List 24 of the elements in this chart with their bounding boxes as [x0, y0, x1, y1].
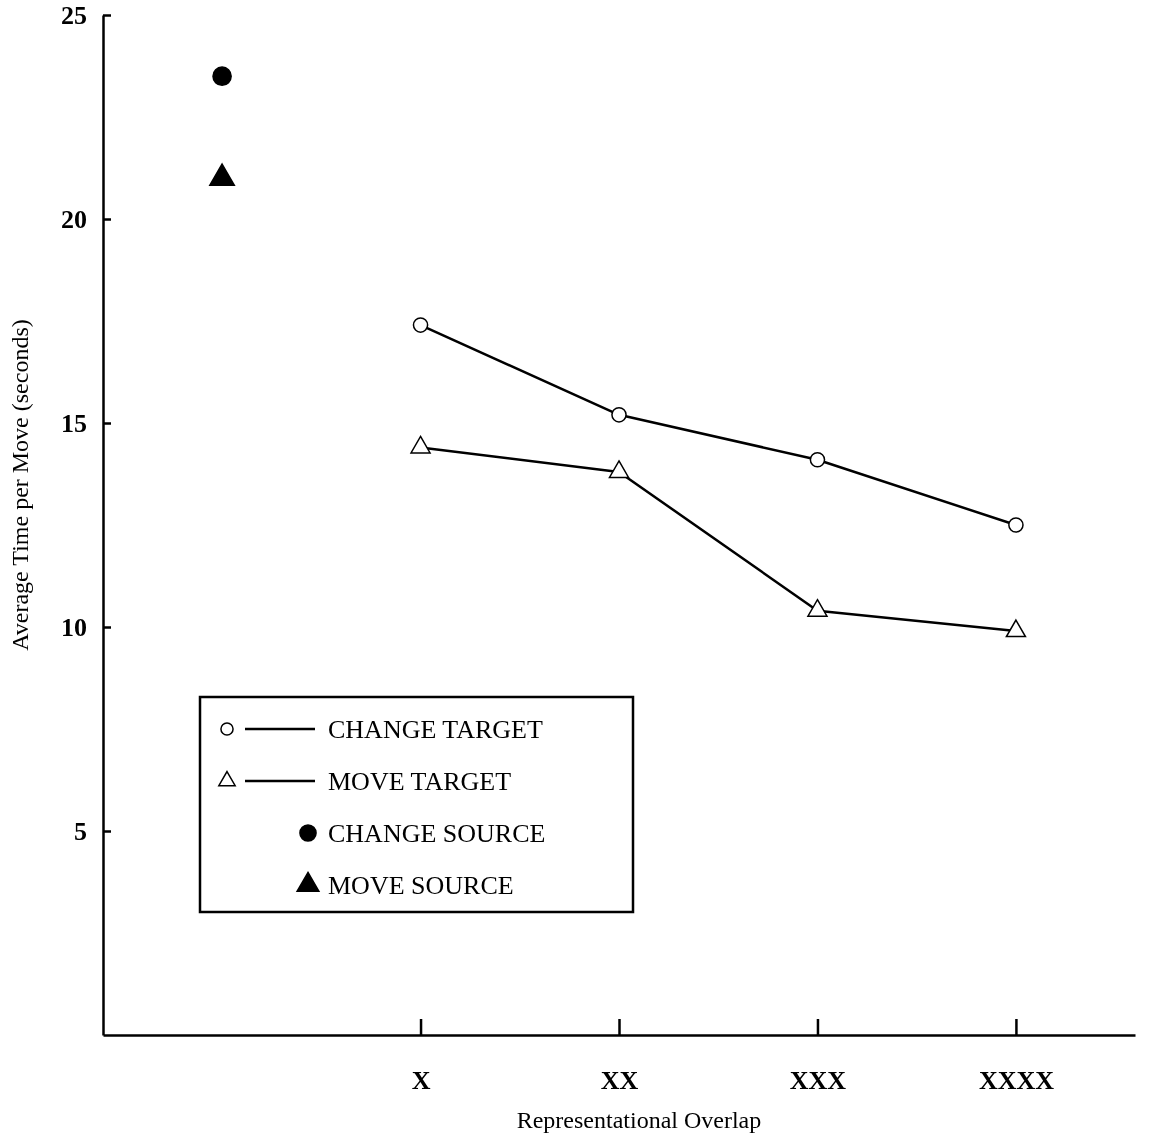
point: [410, 435, 431, 454]
x-tick-label: XXX: [789, 1066, 847, 1096]
legend-label: CHANGE TARGET: [328, 715, 543, 744]
y-tick-label: 15: [61, 408, 87, 438]
x-tick-label: X: [411, 1066, 431, 1096]
y-axis-title: Average Time per Move (seconds): [7, 319, 33, 651]
x-tick-label: XXXX: [978, 1066, 1055, 1096]
y-tick-label: 20: [61, 204, 87, 234]
point: [1005, 619, 1027, 638]
y-tick-label: 10: [61, 612, 87, 642]
point: [608, 460, 630, 479]
point: [1008, 517, 1024, 533]
legend-label: MOVE SOURCE: [328, 871, 514, 900]
y-tick-label: 25: [61, 0, 87, 30]
x-tick-label: XX: [600, 1066, 639, 1096]
y-tick-label: 5: [74, 816, 87, 846]
legend-label: CHANGE SOURCE: [328, 819, 546, 848]
legend-label: MOVE TARGET: [328, 767, 512, 796]
point: [807, 598, 828, 617]
x-axis-title: Representational Overlap: [516, 1107, 762, 1133]
point: [212, 66, 232, 87]
point: [611, 407, 627, 423]
point: [412, 317, 429, 333]
point: [809, 451, 826, 468]
